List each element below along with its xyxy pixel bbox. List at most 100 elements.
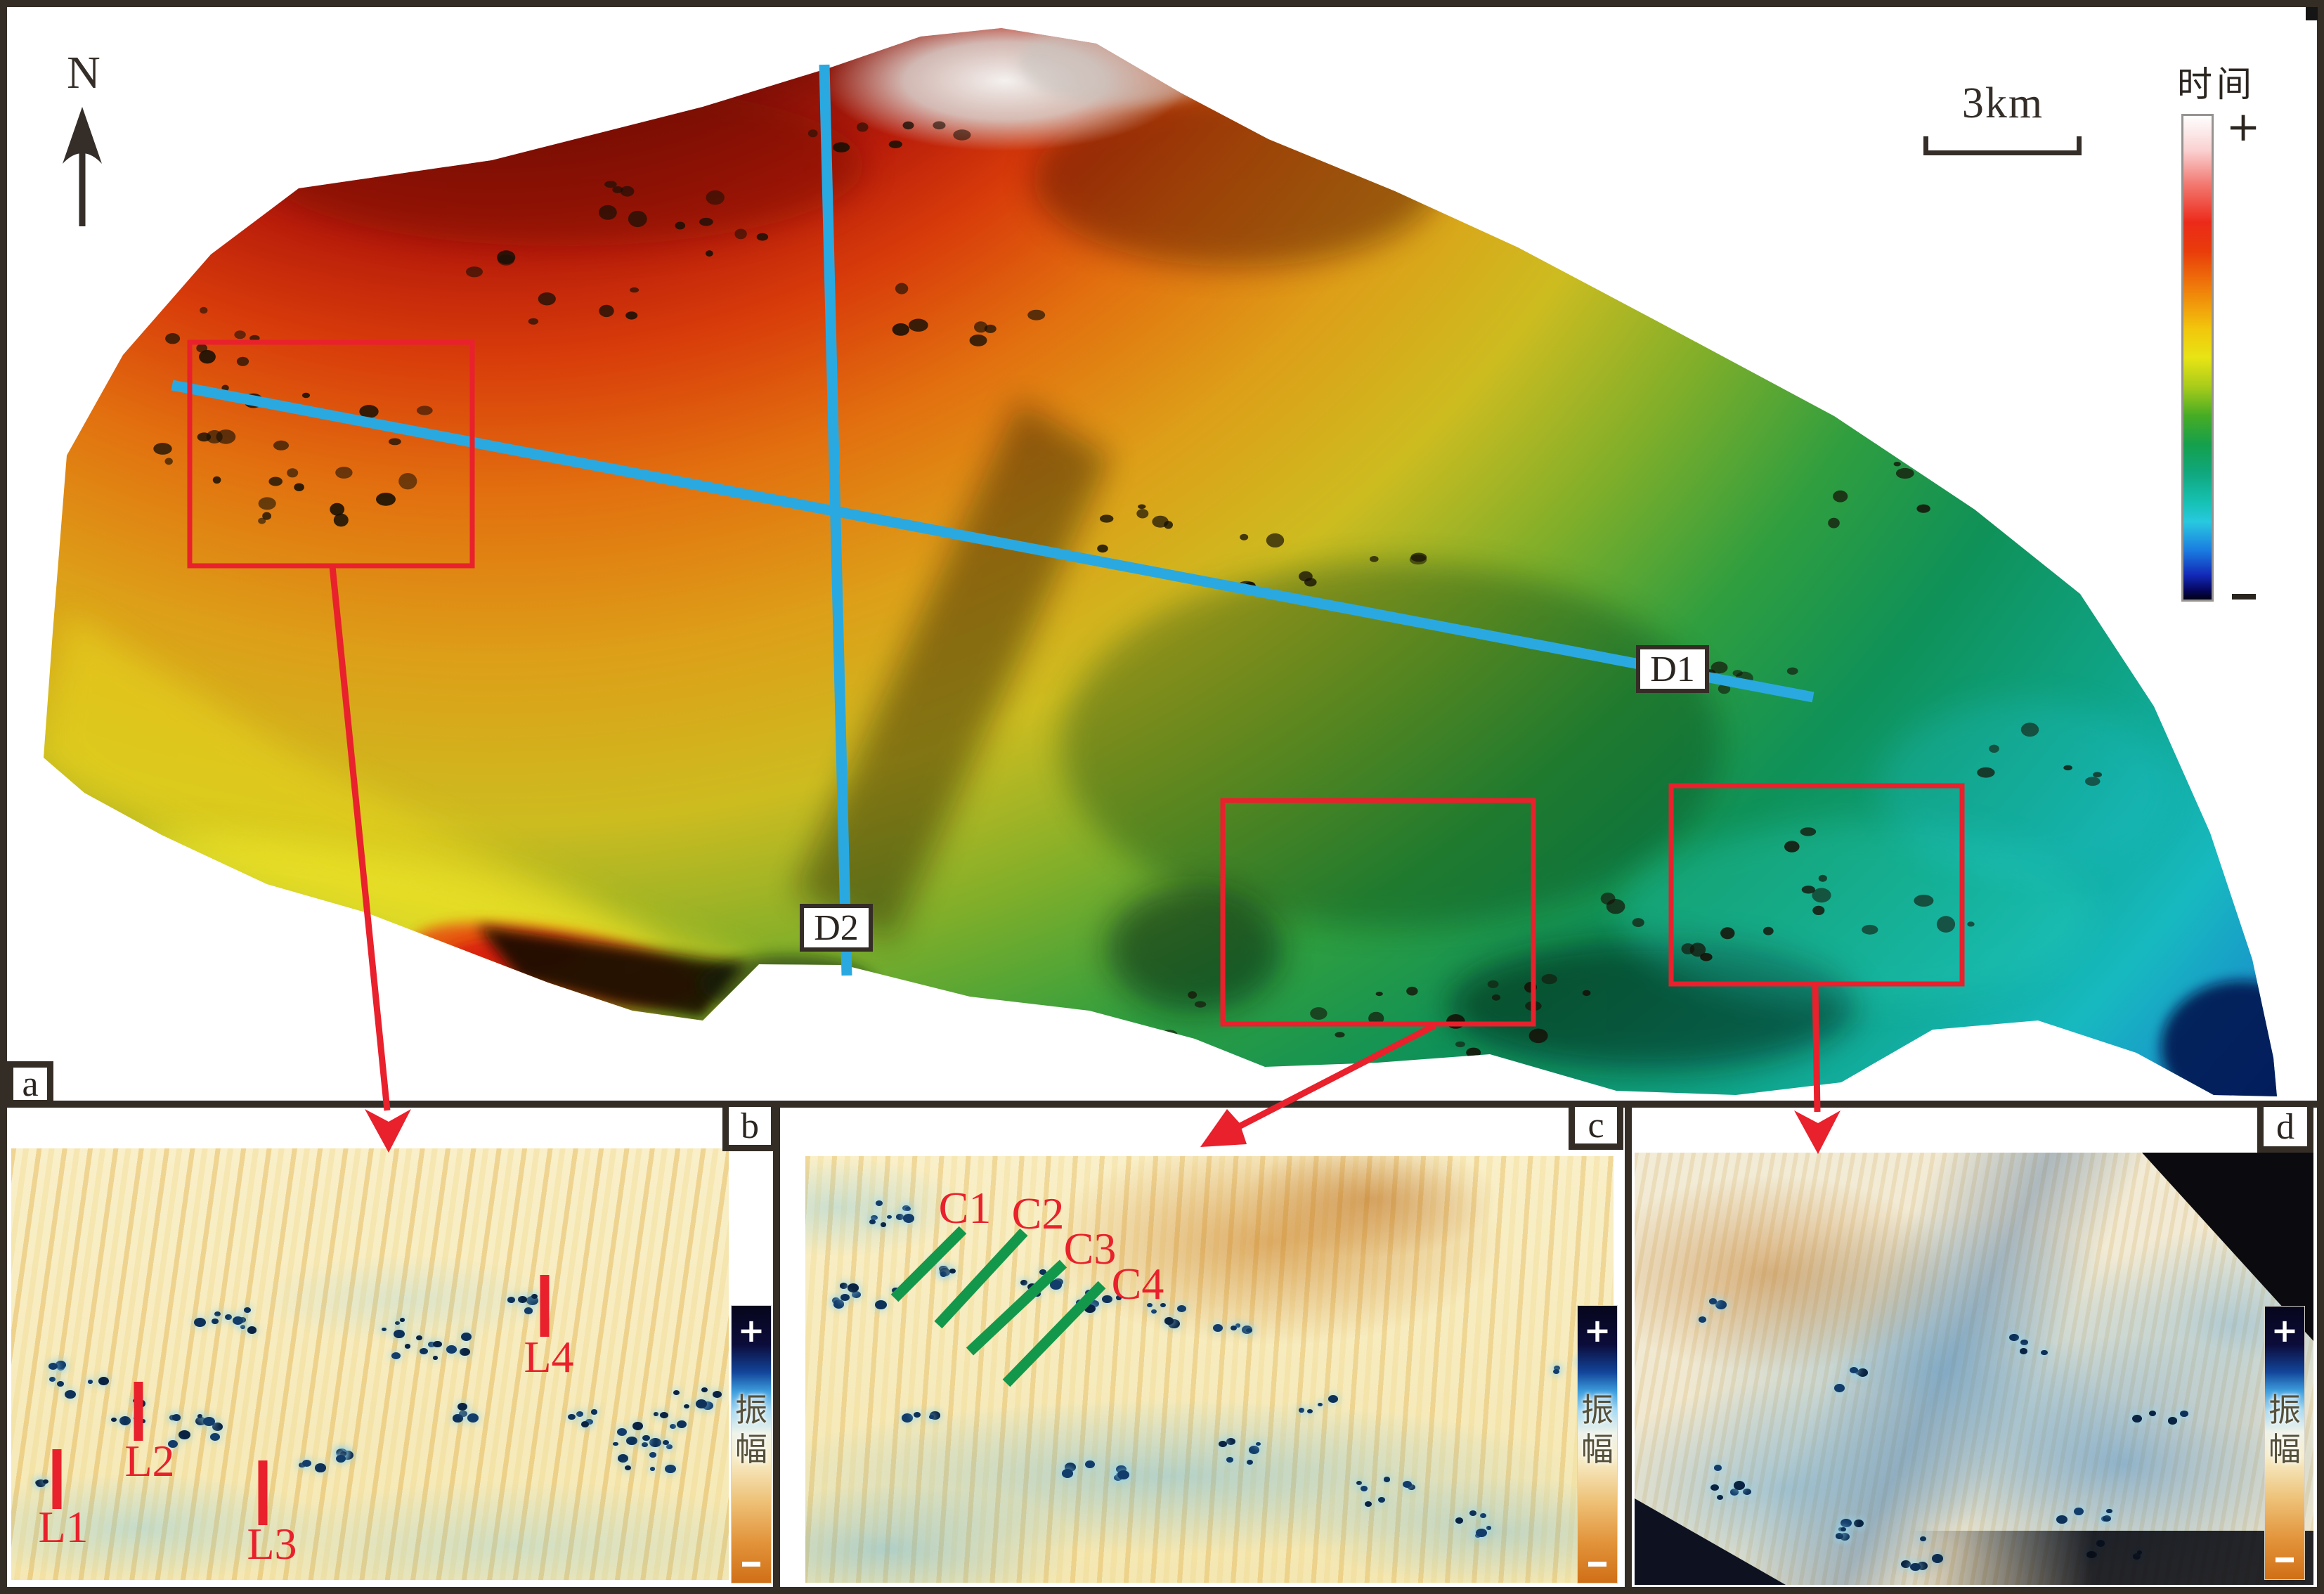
pockmark-dot <box>1226 1437 1235 1445</box>
pockmark-dot <box>1714 1465 1722 1471</box>
pockmark-dot <box>905 1206 911 1212</box>
pockmark-dot <box>119 1416 131 1425</box>
pockmark-dot <box>1164 1317 1174 1325</box>
pockmark-dot <box>531 1294 538 1300</box>
pockmark-dot <box>2106 1508 2112 1514</box>
pockmark-dot <box>212 1423 223 1431</box>
pockmark-dot <box>649 1452 656 1458</box>
pockmark-dot <box>617 1428 628 1437</box>
pockmark-dot <box>391 1352 401 1360</box>
pockmark-dot <box>914 1411 921 1418</box>
scale-bar <box>1923 136 2082 155</box>
pockmark-dot <box>585 1419 593 1425</box>
pockmark-dot <box>617 1454 629 1463</box>
pockmark-dot <box>1117 1470 1130 1479</box>
pockmark-dot <box>1298 1408 1305 1413</box>
pockmark-dot <box>518 1296 527 1303</box>
pockmark-dot <box>568 1413 576 1420</box>
pockmark-dot <box>244 1307 252 1313</box>
pockmark-dot <box>2167 1417 2178 1425</box>
pockmark-dot <box>613 1441 618 1446</box>
pockmark-dot <box>140 1419 146 1423</box>
marker-label-c4: C4 <box>1111 1259 1164 1309</box>
north-label: N <box>67 47 100 98</box>
pockmark-dot <box>339 1451 346 1457</box>
pockmark-dot <box>1102 1295 1112 1304</box>
pockmark-dot <box>880 1222 887 1227</box>
pockmark-dot <box>1176 1304 1186 1313</box>
pockmark-dot <box>168 1439 178 1448</box>
pockmark-dot <box>56 1361 67 1369</box>
pockmark-dot <box>420 1348 428 1355</box>
pockmark-dot <box>1835 1533 1844 1540</box>
pockmark-dot <box>1710 1484 1719 1491</box>
pockmark-dot <box>1084 1289 1094 1297</box>
pockmark-dot <box>240 1325 246 1329</box>
amplitude-colorbar-d-plus: + <box>2271 1311 2299 1349</box>
amplitude-map-c <box>805 1156 1614 1583</box>
pockmark-dot <box>2009 1333 2019 1342</box>
pockmark-dot <box>2103 1515 2111 1522</box>
pockmark-dot <box>1900 1560 1911 1568</box>
north-arrow-icon <box>63 107 102 226</box>
pockmark-dot <box>178 1430 190 1439</box>
pockmark-dot <box>433 1340 442 1348</box>
pockmark-dot <box>460 1347 470 1356</box>
pockmark-dot <box>48 1362 58 1370</box>
pockmark-dot <box>432 1356 438 1360</box>
pockmark-dot <box>2041 1349 2048 1356</box>
pockmark-dot <box>1084 1304 1096 1314</box>
amplitude-colorbar-c-title: 振幅 <box>1581 1391 1614 1468</box>
pockmark-dot <box>524 1307 533 1314</box>
pockmark-dot <box>839 1283 848 1290</box>
pockmark-dot <box>1455 1517 1464 1524</box>
pockmark-dot <box>886 1214 892 1219</box>
no-data-strip <box>1911 1531 2313 1585</box>
pockmark-dot <box>1034 1291 1041 1297</box>
pockmark-dot <box>1854 1520 1864 1528</box>
pockmark-dot <box>2019 1348 2027 1354</box>
pockmark-dot <box>871 1214 878 1221</box>
pockmark-dot <box>2020 1339 2028 1346</box>
pockmark-dot <box>336 1455 346 1463</box>
pockmark-dot <box>2132 1415 2143 1423</box>
amplitude-colorbar-b <box>731 1305 772 1583</box>
pockmark-dot <box>194 1317 206 1327</box>
pockmark-dot <box>626 1436 638 1445</box>
pockmark-dot <box>1486 1525 1492 1530</box>
pockmark-dot <box>49 1377 56 1382</box>
pockmark-dot <box>1085 1460 1096 1469</box>
pockmark-dot <box>1480 1513 1487 1519</box>
pockmark-dot <box>1841 1519 1852 1528</box>
pockmark-dot <box>302 1459 312 1467</box>
pockmark-dot <box>1062 1468 1074 1478</box>
pockmark-dot <box>649 1467 656 1472</box>
pockmark-dot <box>1839 1533 1850 1541</box>
pockmark-dot <box>1039 1269 1046 1275</box>
pockmark-dot <box>673 1389 680 1395</box>
pockmark-dot <box>1113 1474 1122 1482</box>
pockmark-dot <box>576 1411 584 1417</box>
pockmark-dot <box>197 1414 203 1418</box>
pockmark-dot <box>624 1465 632 1470</box>
pockmark-dot <box>416 1335 422 1340</box>
pockmark-dot <box>1378 1497 1386 1503</box>
pockmark-dot <box>1383 1477 1391 1482</box>
pockmark-dot <box>848 1283 859 1292</box>
pockmark-dot <box>869 1219 876 1224</box>
panel-divider-bc <box>773 1101 780 1594</box>
pockmark-dot <box>875 1300 888 1310</box>
time-colorbar-minus-icon <box>2232 594 2256 600</box>
pockmark-dot <box>88 1380 93 1384</box>
pockmark-dot <box>1230 1326 1237 1331</box>
amplitude-colorbar-b-plus: + <box>737 1311 765 1349</box>
panel-c-label: c <box>1569 1101 1623 1150</box>
panel-divider-cd <box>1625 1101 1632 1594</box>
pockmark-dot <box>840 1294 850 1301</box>
pockmark-dot <box>891 1287 900 1294</box>
pockmark-dot <box>1049 1280 1062 1290</box>
pockmark-dot <box>1246 1459 1253 1465</box>
pockmark-dot <box>1469 1510 1476 1517</box>
pockmark-dot <box>225 1314 232 1321</box>
